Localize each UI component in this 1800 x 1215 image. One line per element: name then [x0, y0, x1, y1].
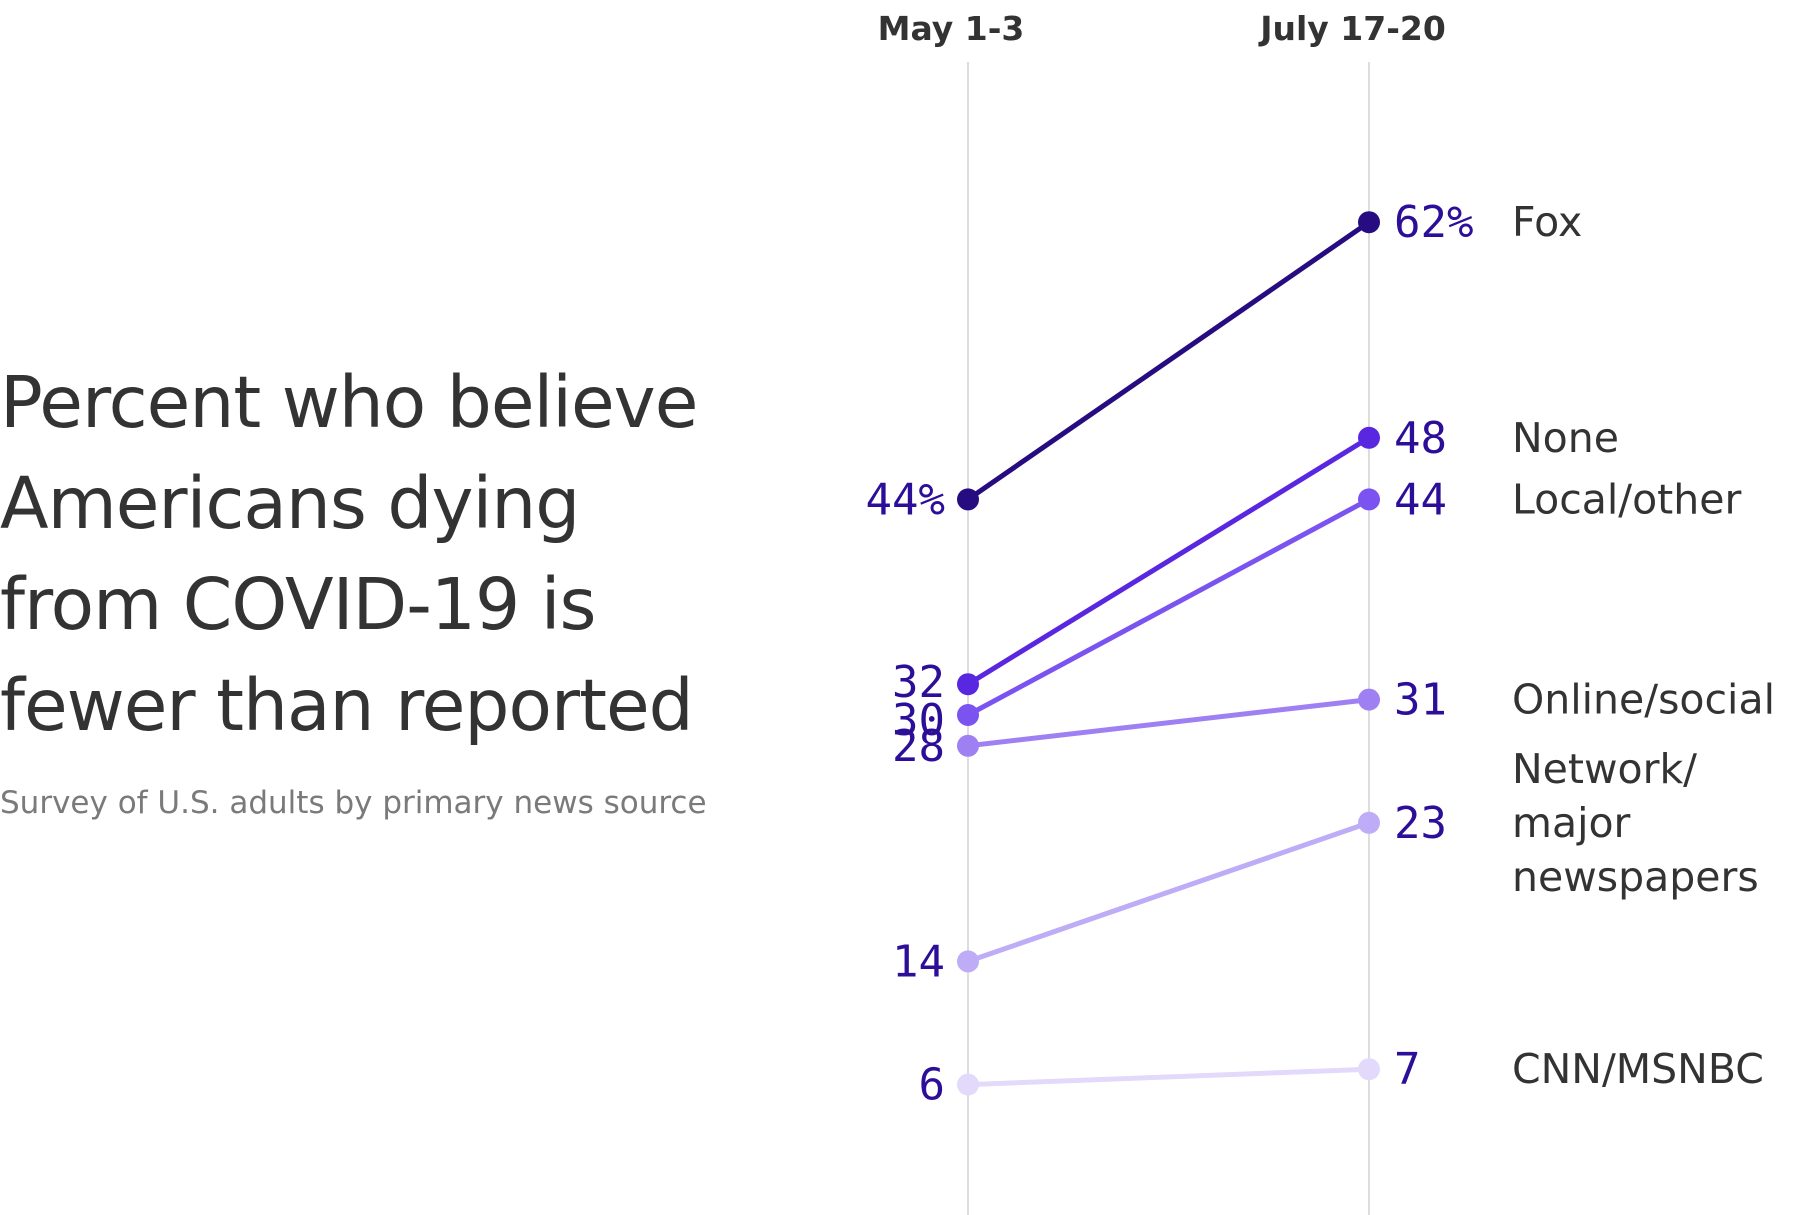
- series-label-1: None: [1512, 414, 1619, 462]
- series-label-0: Fox: [1512, 198, 1582, 246]
- series-line-5: [965, 1066, 1372, 1088]
- point-start-1: [957, 673, 979, 696]
- value-label-end-2: 44: [1394, 474, 1447, 525]
- column-heading-1: July 17-20: [1258, 9, 1446, 48]
- point-end-0: [1358, 211, 1380, 234]
- column-heading-0: May 1-3: [878, 9, 1025, 48]
- series-line-4: [965, 820, 1372, 964]
- value-label-start-1: 32: [892, 657, 945, 708]
- series-label-4-line-1: major: [1512, 799, 1631, 847]
- point-start-0: [957, 488, 979, 511]
- value-label-end-4: 23: [1394, 798, 1447, 849]
- chart-title: Percent who believe Americans dying from…: [0, 361, 698, 747]
- value-label-start-4: 14: [892, 936, 945, 987]
- chart-subtitle: Survey of U.S. adults by primary news so…: [0, 785, 707, 821]
- series-label-5: CNN/MSNBC: [1512, 1045, 1764, 1093]
- value-label-end-1: 48: [1394, 413, 1447, 464]
- value-label-end-0: 62%: [1394, 197, 1473, 248]
- value-label-end-3: 31: [1394, 675, 1447, 726]
- point-end-1: [1358, 426, 1380, 449]
- point-end-4: [1358, 811, 1380, 834]
- value-label-end-5: 7: [1394, 1044, 1421, 1095]
- series-line-3: [965, 697, 1372, 749]
- series-line-0: [965, 219, 1372, 502]
- point-start-5: [957, 1073, 979, 1096]
- value-label-start-0: 44%: [866, 474, 945, 525]
- series-label-4-line-0: Network/: [1512, 745, 1697, 793]
- series-label-3: Online/social: [1512, 676, 1775, 724]
- point-start-4: [957, 950, 979, 973]
- series-line-1: [965, 435, 1372, 687]
- series-label-2: Local/other: [1512, 475, 1741, 523]
- value-label-start-5: 6: [919, 1060, 946, 1111]
- point-end-2: [1358, 488, 1380, 511]
- point-end-5: [1358, 1058, 1380, 1081]
- value-label-start-3: 28: [892, 721, 945, 772]
- point-start-3: [957, 734, 979, 757]
- point-start-2: [957, 704, 979, 726]
- series-line-2: [965, 496, 1372, 718]
- point-end-3: [1358, 688, 1380, 711]
- series-label-4-line-2: newspapers: [1512, 853, 1759, 901]
- value-label-start-2: 30: [892, 695, 945, 746]
